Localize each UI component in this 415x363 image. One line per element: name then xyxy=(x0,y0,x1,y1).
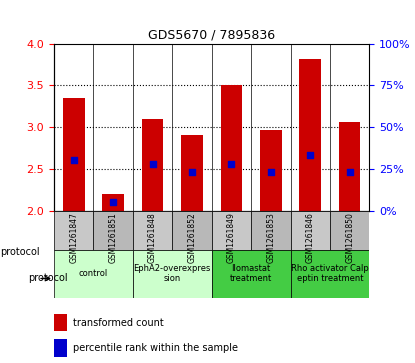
Bar xyxy=(54,314,66,331)
Bar xyxy=(142,119,164,211)
Text: control: control xyxy=(79,269,108,278)
Text: GSM1261848: GSM1261848 xyxy=(148,212,157,263)
Point xyxy=(149,161,156,167)
Bar xyxy=(299,58,321,211)
Bar xyxy=(251,211,290,250)
Text: protocol: protocol xyxy=(0,247,39,257)
Bar xyxy=(181,135,203,211)
Point xyxy=(347,169,353,175)
Bar xyxy=(102,194,124,211)
Text: EphA2-overexpres
sion: EphA2-overexpres sion xyxy=(134,264,211,284)
Point xyxy=(228,161,235,167)
Bar xyxy=(212,211,251,250)
Bar xyxy=(290,250,369,298)
Bar xyxy=(220,85,242,211)
Bar xyxy=(54,339,66,357)
Title: GDS5670 / 7895836: GDS5670 / 7895836 xyxy=(148,28,275,41)
Bar xyxy=(133,250,212,298)
Bar xyxy=(339,122,361,211)
Text: GSM1261847: GSM1261847 xyxy=(69,212,78,263)
Bar xyxy=(290,211,330,250)
Point xyxy=(268,169,274,175)
Bar xyxy=(133,211,172,250)
Text: GSM1261846: GSM1261846 xyxy=(306,212,315,263)
Bar xyxy=(54,211,93,250)
Bar xyxy=(172,211,212,250)
Text: GSM1261853: GSM1261853 xyxy=(266,212,275,263)
Point xyxy=(307,152,314,158)
Text: Rho activator Calp
eptin treatment: Rho activator Calp eptin treatment xyxy=(291,264,369,284)
Point xyxy=(110,199,117,205)
Text: Ilomastat
treatment: Ilomastat treatment xyxy=(230,264,272,284)
Text: percentile rank within the sample: percentile rank within the sample xyxy=(73,343,238,353)
Bar xyxy=(212,250,290,298)
Point xyxy=(71,158,77,163)
Bar xyxy=(260,130,282,211)
Point xyxy=(189,169,195,175)
Text: GSM1261851: GSM1261851 xyxy=(109,212,117,263)
Text: GSM1261849: GSM1261849 xyxy=(227,212,236,263)
Text: transformed count: transformed count xyxy=(73,318,164,328)
Text: GSM1261850: GSM1261850 xyxy=(345,212,354,263)
Bar xyxy=(93,211,133,250)
Text: GSM1261852: GSM1261852 xyxy=(188,212,196,263)
Text: protocol: protocol xyxy=(28,273,68,284)
Bar xyxy=(54,250,133,298)
Bar xyxy=(63,98,85,211)
Bar xyxy=(330,211,369,250)
